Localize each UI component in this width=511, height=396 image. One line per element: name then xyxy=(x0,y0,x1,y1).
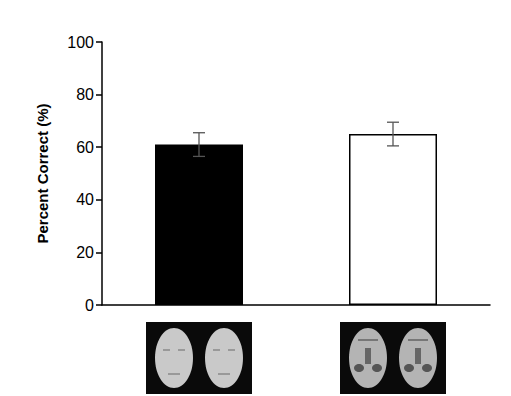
svg-text:20: 20 xyxy=(76,244,94,261)
svg-text:100: 100 xyxy=(67,34,94,51)
svg-text:Percent Correct (%): Percent Correct (%) xyxy=(34,103,51,243)
svg-text:80: 80 xyxy=(76,86,94,103)
svg-text:40: 40 xyxy=(76,191,94,208)
svg-text:0: 0 xyxy=(85,297,94,314)
svg-text:60: 60 xyxy=(76,139,94,156)
